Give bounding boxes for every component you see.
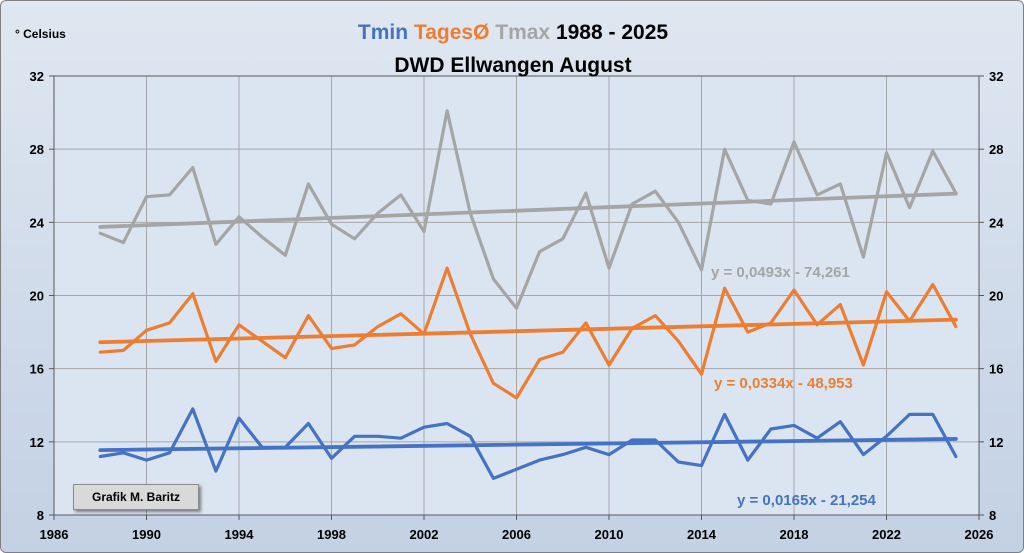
trend-line-tmax — [98, 191, 958, 229]
y-tick-label: 20 — [30, 289, 44, 304]
x-tick-label: 1994 — [225, 527, 255, 542]
x-tick-label: 2022 — [872, 527, 901, 542]
trend-layer — [98, 191, 958, 453]
x-tick-label: 2026 — [965, 527, 994, 542]
x-tick-label: 2014 — [687, 527, 717, 542]
series-line-tmean — [98, 266, 958, 400]
credit-label: Grafik M. Baritz — [73, 484, 199, 510]
y-ticks-left: 8 12 16 20 24 28 32 — [30, 69, 54, 523]
y-tick-label-right: 12 — [989, 435, 1003, 450]
y-tick-label-right: 16 — [989, 362, 1003, 377]
x-tick-label: 2006 — [502, 527, 531, 542]
x-tick-label: 2018 — [780, 527, 809, 542]
title-tmax: Tmax — [495, 21, 550, 44]
trend-line-tmin — [98, 437, 958, 453]
y-ticks-right: 8 12 16 20 24 28 32 — [979, 69, 1004, 523]
y-axis-unit-label: ° Celsius — [15, 27, 66, 41]
y-tick-label-right: 28 — [989, 142, 1003, 157]
trend-equation-tmax: y = 0,0493x - 74,261 — [711, 264, 850, 281]
series-line-tmin — [98, 407, 958, 480]
x-tick-label: 2002 — [410, 527, 439, 542]
trend-equation-tagesmittel: y = 0,0334x - 48,953 — [714, 375, 853, 392]
x-tick-label: 2010 — [595, 527, 624, 542]
y-tick-label: 16 — [30, 362, 44, 377]
y-tick-label: 28 — [30, 142, 44, 157]
y-tick-label: 12 — [30, 435, 44, 450]
x-tick-label: 1990 — [132, 527, 161, 542]
title-tagesmittel: TagesØ — [414, 21, 489, 44]
x-tick-label: 1986 — [40, 527, 69, 542]
y-tick-label-right: 24 — [989, 215, 1004, 230]
y-tick-label-right: 32 — [989, 69, 1003, 84]
y-tick-label: 32 — [30, 69, 44, 84]
y-tick-label: 8 — [37, 508, 44, 523]
title-tmin: Tmin — [358, 21, 408, 44]
y-tick-label-right: 8 — [989, 508, 996, 523]
chart-title: Tmin TagesØ Tmax 1988 - 2025 — [358, 21, 668, 44]
title-years: 1988 - 2025 — [556, 21, 668, 44]
chart-subtitle: DWD Ellwangen August — [394, 54, 631, 77]
x-ticks: 1986 1990 1994 1998 2002 2006 2010 2014 2018 2022… — [40, 515, 994, 542]
y-tick-label-right: 20 — [989, 289, 1003, 304]
trend-equation-tmin: y = 0,0165x - 21,254 — [737, 492, 877, 509]
trend-line-tmean — [98, 317, 958, 345]
x-tick-label: 1998 — [317, 527, 346, 542]
y-tick-label: 24 — [30, 215, 45, 230]
